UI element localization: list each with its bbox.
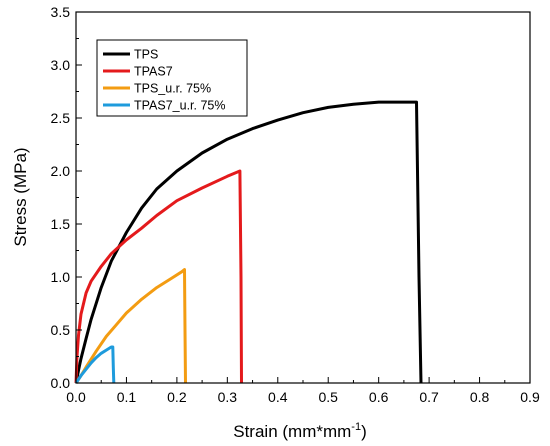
- series-line-3: [74, 268, 187, 384]
- x-tick-label: 0.3: [218, 389, 238, 405]
- y-tick-label: 3.0: [51, 57, 71, 73]
- x-tick-label: 0.4: [268, 389, 288, 405]
- x-tick-label: 0.5: [318, 389, 338, 405]
- series-line-2: [74, 169, 243, 384]
- x-tick-label: 0.2: [167, 389, 187, 405]
- x-tick-label: 0.0: [66, 389, 86, 405]
- x-axis-title-close: ): [361, 422, 367, 441]
- x-axis-title: Strain (mm*mm-1): [233, 421, 367, 441]
- y-tick-label: 2.0: [51, 163, 71, 179]
- x-axis-title-superscript: -1: [351, 421, 361, 433]
- series-layer: [74, 100, 423, 384]
- x-tick-label: 0.1: [117, 389, 137, 405]
- x-tick-label: 0.8: [470, 389, 490, 405]
- x-tick-label: 0.7: [419, 389, 439, 405]
- y-tick-label: 2.5: [51, 110, 71, 126]
- legend-label-1: TPS: [134, 48, 158, 62]
- x-tick-label: 0.6: [369, 389, 389, 405]
- ticks-layer: 0.0 0.1 0.2 0.3 0.4 0.5 0.6 0.7 0.8 0.9 0.0 0.5 1.0 1…: [51, 4, 540, 405]
- legend: TPS TPAS7 TPS_u.r. 75% TPAS7_u.r. 75%: [96, 39, 248, 117]
- legend-label-4: TPAS7_u.r. 75%: [134, 99, 226, 113]
- y-tick-label: 3.5: [51, 4, 71, 20]
- legend-label-2: TPAS7: [134, 65, 173, 79]
- x-axis-title-main: Strain (mm*mm: [233, 422, 351, 441]
- y-tick-label: 0.0: [51, 375, 71, 391]
- series-line-4: [74, 345, 116, 384]
- y-tick-label: 1.0: [51, 269, 71, 285]
- y-axis-title: Stress (MPa): [11, 147, 30, 246]
- legend-label-3: TPS_u.r. 75%: [134, 82, 211, 96]
- x-tick-label: 0.9: [520, 389, 540, 405]
- series-line-1: [74, 100, 423, 384]
- y-tick-label: 0.5: [51, 322, 71, 338]
- y-tick-label: 1.5: [51, 216, 71, 232]
